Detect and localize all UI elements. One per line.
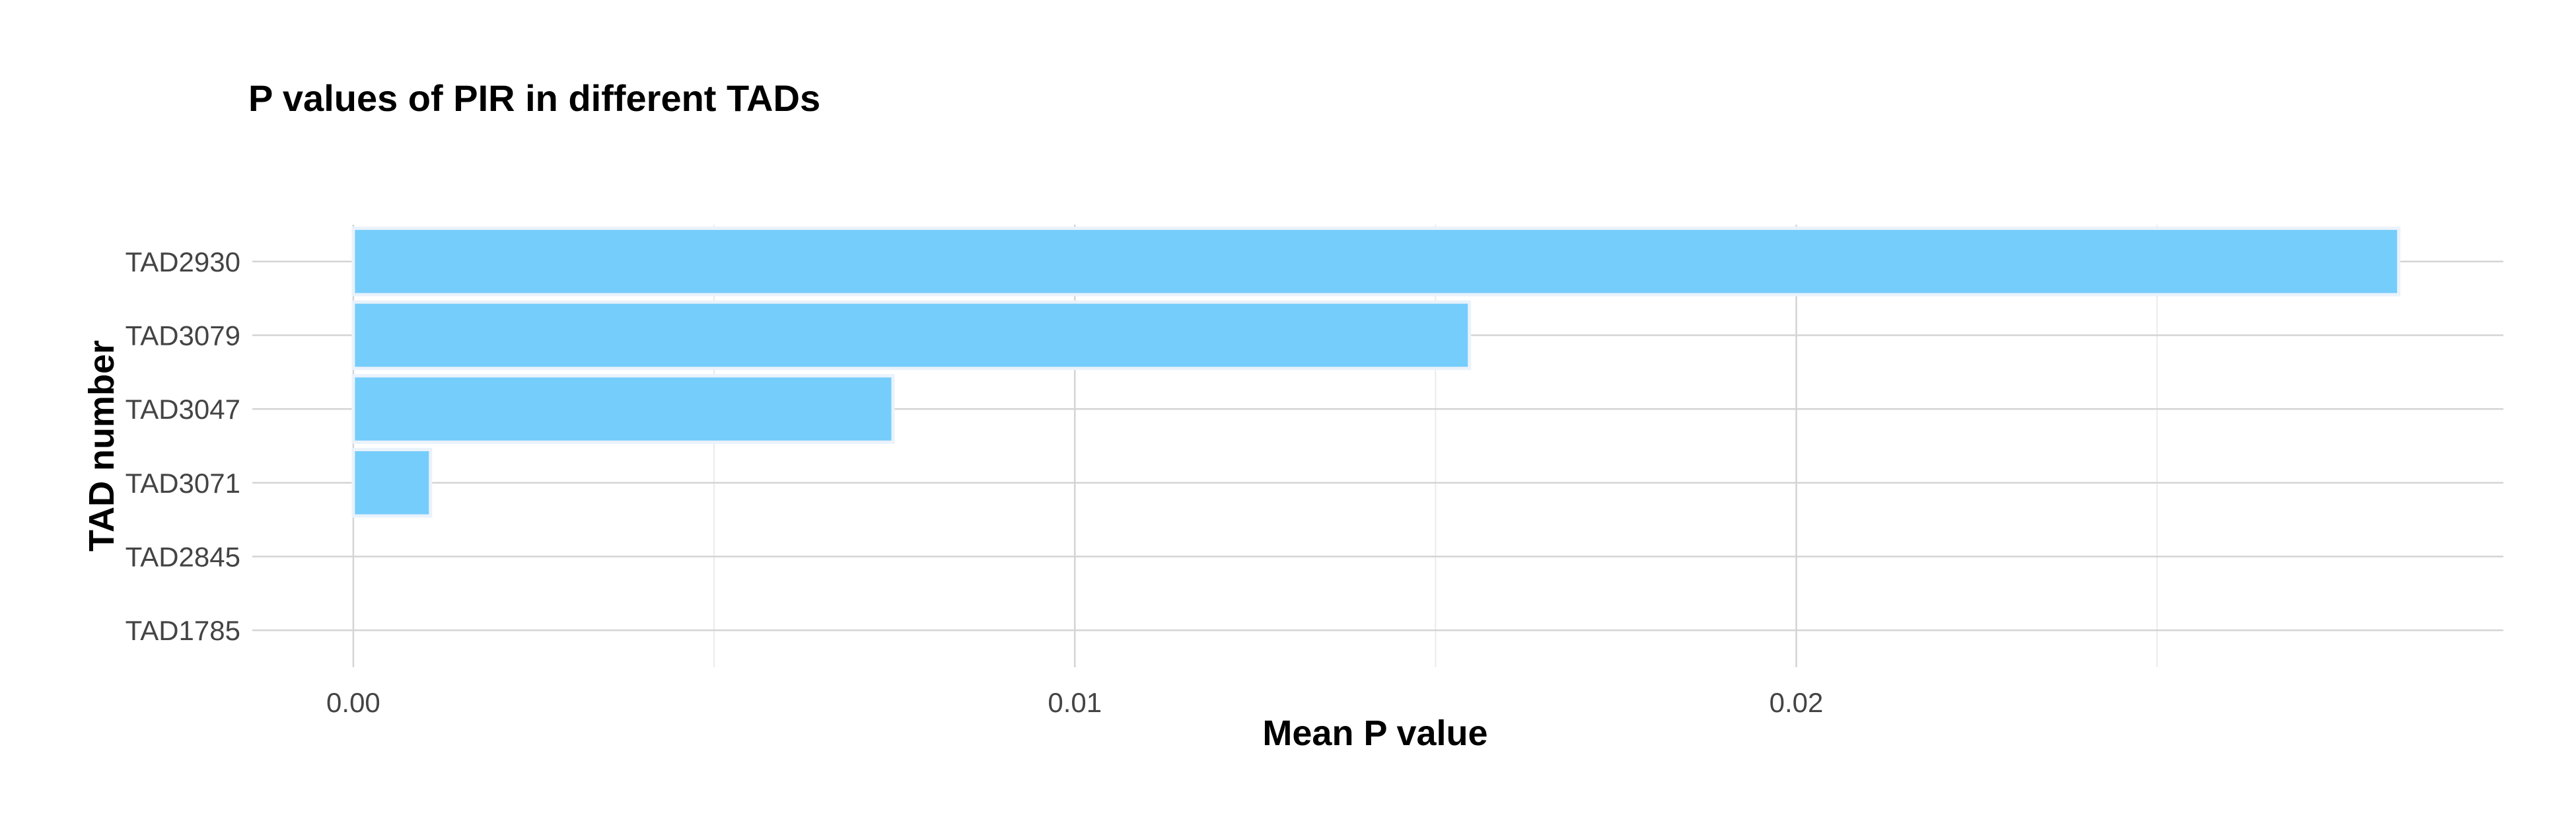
chart-title: P values of PIR in different TADs [248,77,820,119]
bar-tad3047 [351,374,895,444]
x-tick-label: 0.00 [326,687,380,718]
bar-tad2930 [351,227,2401,297]
y-tick-label: TAD3047 [125,394,240,425]
y-tick-labels: TAD2930 TAD3079 TAD3047 TAD3071 TAD2845 TAD17… [125,246,240,646]
bar-tad3071 [351,448,433,518]
y-tick-label: TAD3071 [125,468,240,499]
bars-layer [351,227,2401,518]
y-tick-label: TAD1785 [125,615,240,646]
y-tick-label: TAD3079 [125,320,240,351]
y-tick-label: TAD2930 [125,246,240,277]
x-tick-label: 0.01 [1048,687,1102,718]
x-tick-label: 0.02 [1770,687,1824,718]
x-axis-title: Mean P value [1262,713,1487,753]
x-tick-labels: 0.00 0.01 0.02 [326,687,1823,718]
bar-tad3079 [351,300,1472,371]
y-tick-label: TAD2845 [125,542,240,573]
y-axis-title: TAD number [82,340,122,552]
